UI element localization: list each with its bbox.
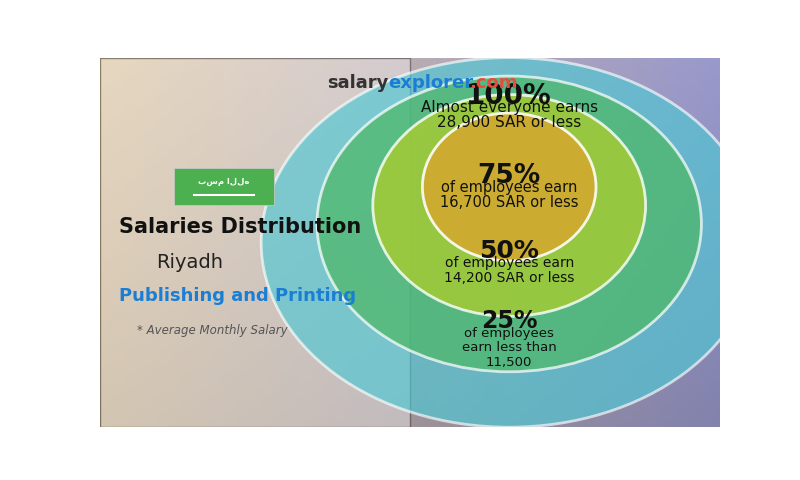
Text: 16,700 SAR or less: 16,700 SAR or less — [440, 195, 578, 210]
Text: earn less than: earn less than — [462, 341, 557, 354]
Text: 50%: 50% — [479, 239, 539, 263]
Ellipse shape — [262, 58, 758, 427]
Text: of employees earn: of employees earn — [441, 180, 578, 195]
FancyBboxPatch shape — [100, 58, 410, 427]
Text: explorer: explorer — [388, 74, 474, 92]
Text: of employees earn: of employees earn — [445, 256, 574, 270]
Text: 28,900 SAR or less: 28,900 SAR or less — [437, 115, 582, 130]
Text: salary: salary — [327, 74, 388, 92]
Text: Publishing and Printing: Publishing and Printing — [118, 287, 356, 305]
Text: Salaries Distribution: Salaries Distribution — [118, 216, 361, 237]
Text: Riyadh: Riyadh — [156, 253, 222, 273]
Text: 100%: 100% — [466, 82, 552, 109]
Text: 75%: 75% — [478, 163, 541, 189]
Text: 25%: 25% — [481, 309, 538, 333]
Ellipse shape — [422, 113, 596, 261]
Text: * Average Monthly Salary: * Average Monthly Salary — [138, 324, 288, 336]
Text: بسم الله: بسم الله — [198, 177, 250, 186]
Text: 11,500: 11,500 — [486, 356, 532, 369]
Ellipse shape — [373, 95, 646, 316]
Text: 14,200 SAR or less: 14,200 SAR or less — [444, 271, 574, 285]
Ellipse shape — [317, 76, 702, 372]
Text: of employees: of employees — [464, 327, 554, 340]
FancyBboxPatch shape — [174, 168, 274, 205]
Text: .com: .com — [469, 74, 518, 92]
Text: Almost everyone earns: Almost everyone earns — [421, 100, 598, 115]
